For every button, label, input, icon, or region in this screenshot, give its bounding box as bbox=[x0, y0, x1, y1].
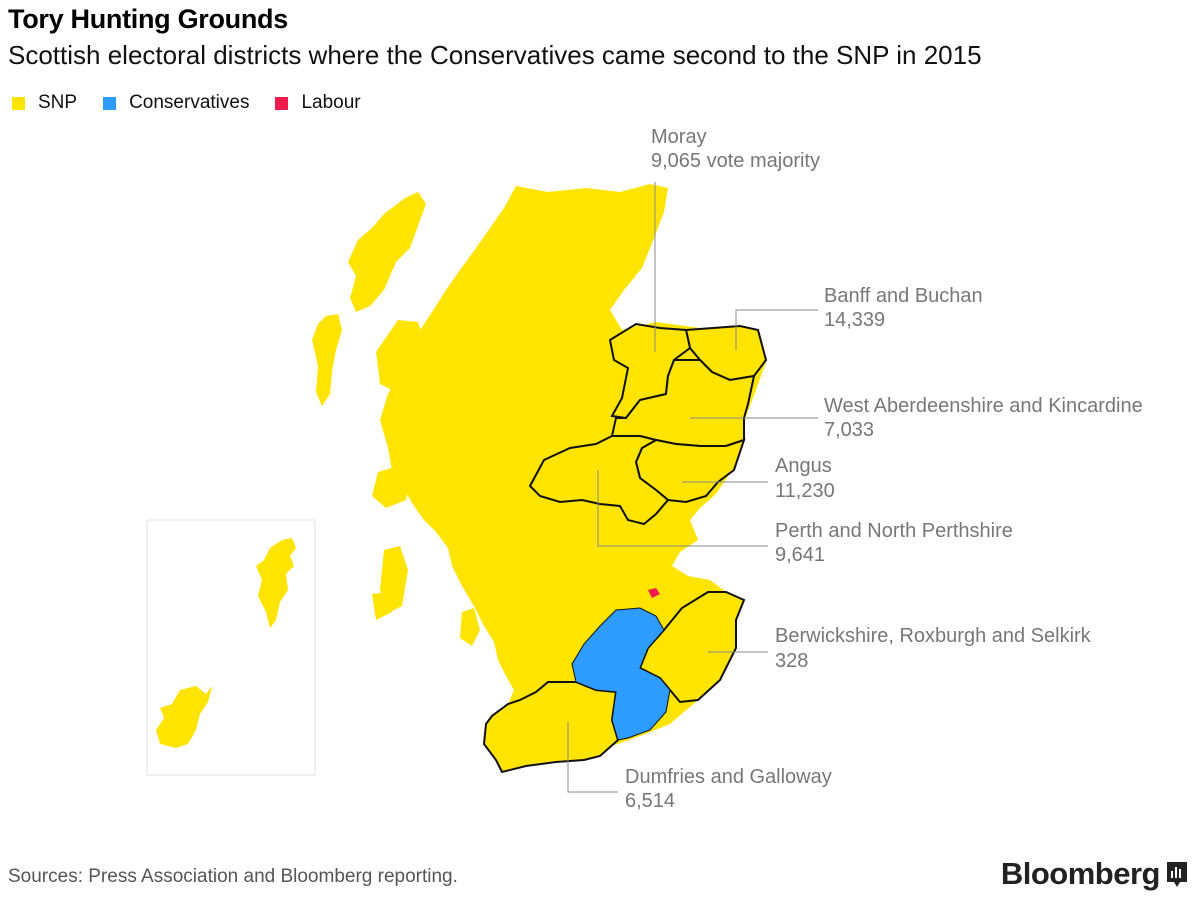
source-note: Sources: Press Association and Bloomberg… bbox=[8, 866, 458, 887]
western-isles bbox=[348, 192, 426, 312]
inner-islands bbox=[372, 320, 480, 646]
islands-inset-frame bbox=[146, 519, 316, 776]
district-edinburgh-south-labour[interactable] bbox=[648, 588, 660, 598]
chart-title: Tory Hunting Grounds bbox=[8, 4, 288, 34]
brand: Bloomberg bbox=[1001, 856, 1188, 892]
legend-label-snp: SNP bbox=[38, 92, 78, 113]
western-isles-south bbox=[312, 314, 342, 406]
district-dumfries-and-galloway[interactable] bbox=[482, 681, 620, 774]
label-perth-name: Perth and North Perthshire bbox=[775, 520, 1013, 542]
shetland-islands bbox=[256, 538, 296, 628]
label-moray-name: Moray bbox=[651, 126, 707, 148]
legend-label-conservatives: Conservatives bbox=[129, 92, 250, 113]
legend-swatch-labour bbox=[275, 96, 289, 110]
bloomberg-terminal-icon bbox=[1167, 862, 1187, 887]
legend-item-conservatives: Conservatives bbox=[103, 92, 249, 114]
label-banff-name: Banff and Buchan bbox=[824, 285, 983, 307]
chart-subtitle: Scottish electoral districts where the C… bbox=[8, 40, 982, 70]
label-dumfries-value: 6,514 bbox=[625, 790, 675, 812]
district-perth-and-north-perthshire[interactable] bbox=[528, 435, 670, 526]
label-perth-value: 9,641 bbox=[775, 544, 825, 566]
label-moray-value: 9,065 vote majority bbox=[651, 150, 820, 172]
orkney-islands bbox=[156, 686, 212, 748]
label-berwickshire-name: Berwickshire, Roxburgh and Selkirk bbox=[775, 625, 1092, 647]
label-dumfries-name: Dumfries and Galloway bbox=[625, 766, 832, 788]
legend: SNP Conservatives Labour bbox=[12, 92, 361, 114]
label-west-aberdeenshire-name: West Aberdeenshire and Kincardine bbox=[824, 395, 1143, 417]
leader-lines bbox=[567, 182, 818, 793]
label-angus-value: 11,230 bbox=[775, 480, 835, 502]
legend-item-labour: Labour bbox=[275, 92, 361, 114]
label-west-aberdeenshire-value: 7,033 bbox=[824, 419, 874, 441]
legend-swatch-conservatives bbox=[103, 96, 117, 110]
label-berwickshire-value: 328 bbox=[775, 650, 808, 672]
legend-label-labour: Labour bbox=[301, 92, 361, 113]
label-banff-value: 14,339 bbox=[824, 309, 885, 331]
bloomberg-logo-text: Bloomberg bbox=[1000, 856, 1161, 891]
label-angus-name: Angus bbox=[775, 455, 832, 477]
legend-swatch-snp bbox=[12, 96, 25, 110]
district-dumfriesshire-conservative[interactable] bbox=[571, 607, 671, 741]
legend-item-snp: SNP bbox=[12, 92, 77, 114]
